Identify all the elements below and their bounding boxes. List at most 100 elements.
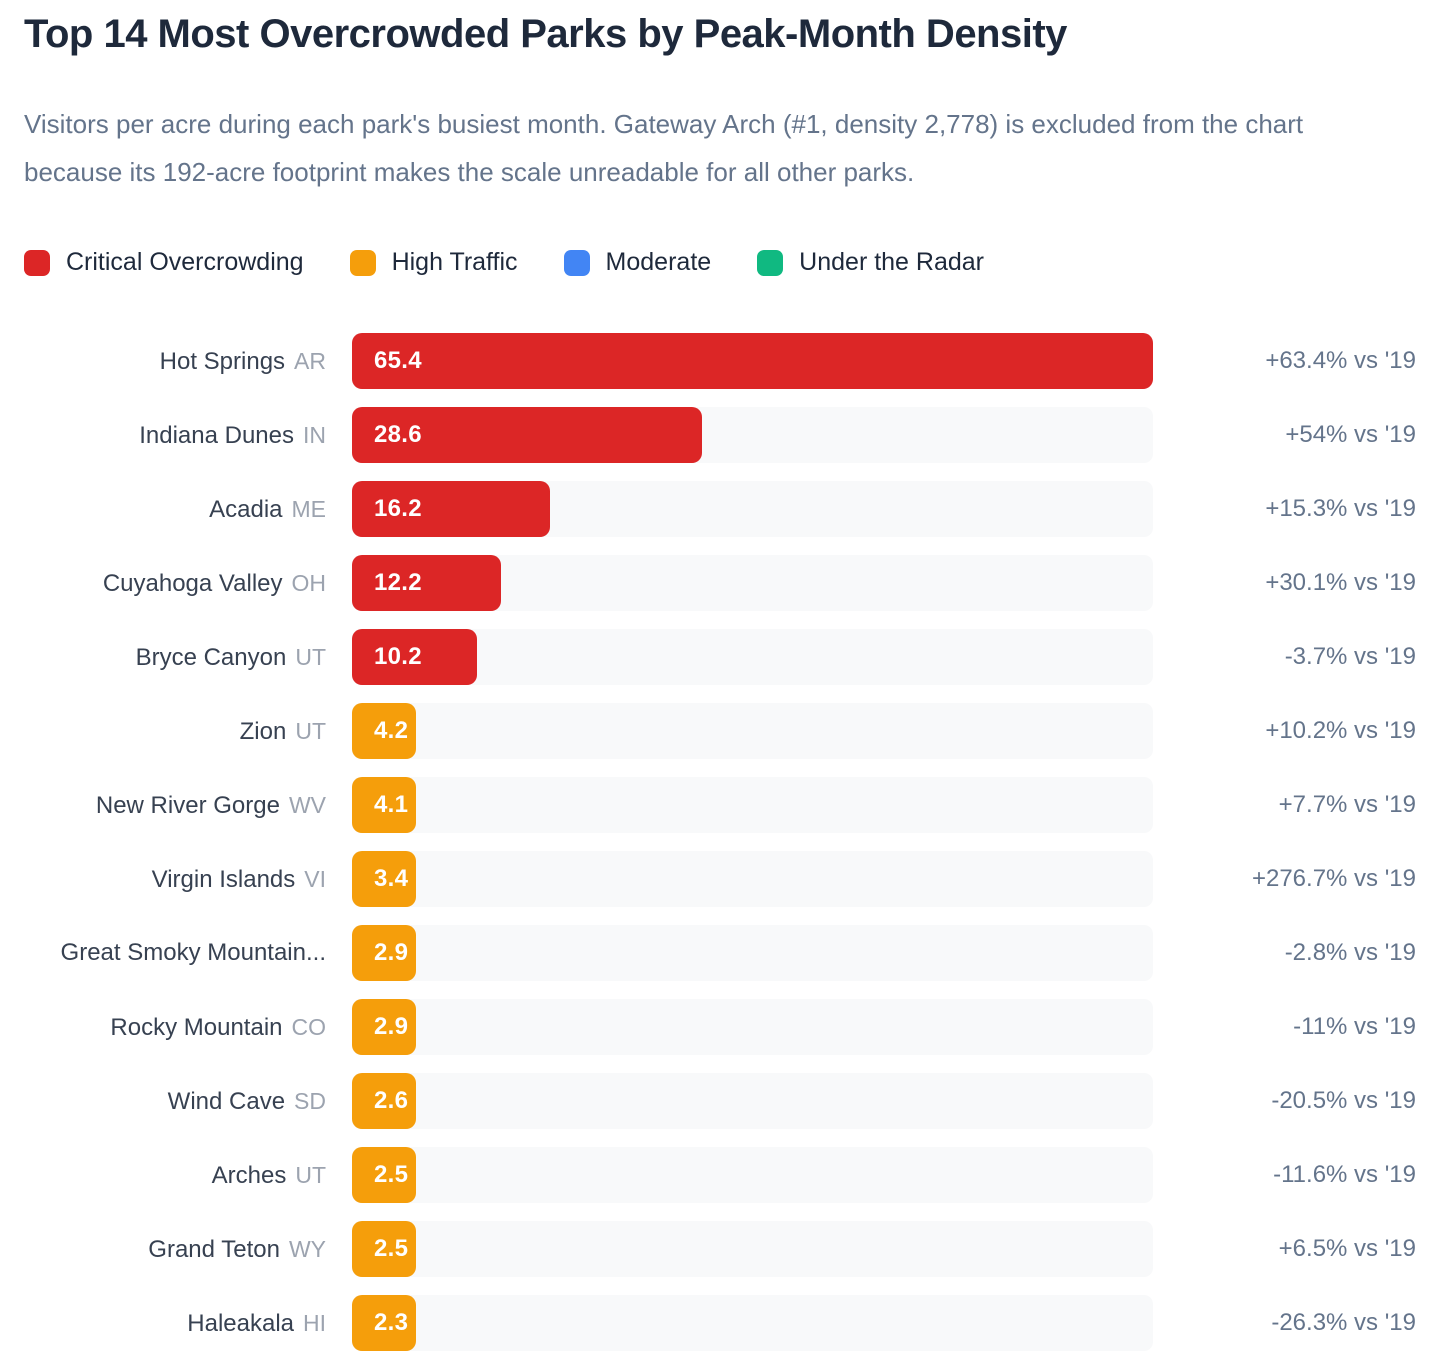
bar-value-label: 28.6 [374,421,422,448]
bar-value-label: 2.9 [374,939,409,966]
legend-item-moderate: Moderate [563,248,712,277]
park-name: Zion [239,717,287,745]
delta-vs-2019-label: -11% vs '19 [1293,1013,1416,1040]
density-bar: 2.5 [352,1221,416,1277]
park-name: Hot Springs [159,347,286,375]
park-label: Great Smoky Mountain... [24,925,326,981]
chart-row-virgin-islands: Virgin Islands VI 3.4 +276.7% vs '19 [24,851,1416,907]
delta-vs-2019-label: -26.3% vs '19 [1271,1309,1416,1336]
chart-row-great-smoky-mountain: Great Smoky Mountain... 2.9 -2.8% vs '19 [24,925,1416,981]
park-name: Wind Cave [167,1087,286,1115]
park-name: Haleakala [187,1309,294,1337]
bar-value-label: 4.2 [374,717,409,744]
bar-value-label: 4.1 [374,791,409,818]
state-code: UT [295,1161,326,1188]
density-bar: 10.2 [352,629,477,685]
density-bar: 4.1 [352,777,416,833]
chart-row-bryce-canyon: Bryce Canyon UT 10.2 -3.7% vs '19 [24,629,1416,685]
legend: Critical Overcrowding High Traffic Moder… [24,248,1416,277]
chart-row-new-river-gorge: New River Gorge WV 4.1 +7.7% vs '19 [24,777,1416,833]
state-code: CO [291,1013,327,1040]
legend-item-critical: Critical Overcrowding [24,248,304,277]
legend-color-chip [757,249,784,276]
state-code: UT [295,717,326,744]
bar-value-label: 2.6 [374,1087,409,1114]
density-bar: 16.2 [352,481,551,537]
bar-track: 2.5 [352,1221,1153,1277]
bar-track: 10.2 [352,629,1153,685]
delta-vs-2019-label: +10.2% vs '19 [1265,717,1416,744]
density-bar: 2.3 [352,1295,416,1351]
density-bar: 12.2 [352,555,502,611]
park-label: New River Gorge WV [24,777,326,834]
bar-track: 28.6 [352,407,1153,463]
chart-row-hot-springs: Hot Springs AR 65.4 +63.4% vs '19 [24,333,1416,389]
park-label: Acadia ME [24,481,326,538]
chart-row-arches: Arches UT 2.5 -11.6% vs '19 [24,1147,1416,1203]
delta-vs-2019-label: -11.6% vs '19 [1273,1161,1416,1188]
park-name: Arches [211,1161,287,1189]
park-label: Virgin Islands VI [24,851,326,908]
park-name: Great Smoky Mountain... [60,939,326,966]
density-bar: 2.9 [352,925,416,981]
bar-value-label: 10.2 [374,643,422,670]
state-code: IN [303,421,326,448]
state-code: WV [288,791,326,818]
density-bar: 2.9 [352,999,416,1055]
delta-vs-2019-label: +7.7% vs '19 [1278,791,1416,818]
bar-track: 4.2 [352,703,1153,759]
chart-row-acadia: Acadia ME 16.2 +15.3% vs '19 [24,481,1416,537]
legend-color-chip [349,249,376,276]
state-code: UT [295,643,326,670]
bar-value-label: 12.2 [374,569,422,596]
park-label: Arches UT [24,1147,326,1204]
bar-value-label: 16.2 [374,495,422,522]
legend-item-under: Under the Radar [757,248,984,277]
bar-chart: Hot Springs AR 65.4 +63.4% vs '19 Indiana… [24,333,1416,1351]
park-label: Rocky Mountain CO [24,999,326,1056]
bar-track: 4.1 [352,777,1153,833]
density-bar: 2.5 [352,1147,416,1203]
legend-color-chip [563,249,590,276]
state-code: AR [294,347,326,374]
bar-track: 2.6 [352,1073,1153,1129]
legend-item-label: High Traffic [391,248,518,276]
bar-track: 65.4 [352,333,1153,389]
bar-value-label: 2.5 [374,1235,409,1262]
chart-row-wind-cave: Wind Cave SD 2.6 -20.5% vs '19 [24,1073,1416,1129]
bar-track: 2.3 [352,1295,1153,1351]
legend-item-label: Moderate [605,248,712,276]
delta-vs-2019-label: -2.8% vs '19 [1284,939,1416,966]
chart-row-cuyahoga-valley: Cuyahoga Valley OH 12.2 +30.1% vs '19 [24,555,1416,611]
park-name: New River Gorge [95,791,280,819]
delta-vs-2019-label: +15.3% vs '19 [1265,495,1416,522]
legend-color-chip [24,249,50,276]
park-label: Wind Cave SD [24,1073,326,1130]
bar-track: 2.9 [352,925,1153,981]
delta-vs-2019-label: +54% vs '19 [1285,421,1416,448]
page-title: Top 14 Most Overcrowded Parks by Peak-Mo… [24,12,1067,56]
park-name: Bryce Canyon [135,643,287,671]
delta-vs-2019-label: -20.5% vs '19 [1271,1087,1416,1114]
chart-subtitle: Visitors per acre during each park's bus… [24,109,1304,187]
density-bar: 65.4 [352,333,1153,389]
bar-track: 16.2 [352,481,1153,537]
delta-vs-2019-label: +6.5% vs '19 [1278,1235,1416,1262]
park-name: Grand Teton [148,1235,280,1263]
density-bar: 4.2 [352,703,416,759]
chart-row-grand-teton: Grand Teton WY 2.5 +6.5% vs '19 [24,1221,1416,1277]
chart-row-indiana-dunes: Indiana Dunes IN 28.6 +54% vs '19 [24,407,1416,463]
park-name: Indiana Dunes [139,421,294,449]
delta-vs-2019-label: -3.7% vs '19 [1284,643,1416,670]
park-label: Indiana Dunes IN [24,407,326,464]
density-bar: 28.6 [352,407,703,463]
bar-value-label: 2.3 [374,1309,409,1336]
bar-track: 12.2 [352,555,1153,611]
park-label: Grand Teton WY [24,1221,326,1278]
chart-row-rocky-mountain: Rocky Mountain CO 2.9 -11% vs '19 [24,999,1416,1055]
bar-track: 2.5 [352,1147,1153,1203]
park-name: Rocky Mountain [110,1013,283,1041]
delta-vs-2019-label: +30.1% vs '19 [1265,569,1416,596]
state-code: OH [291,569,327,596]
